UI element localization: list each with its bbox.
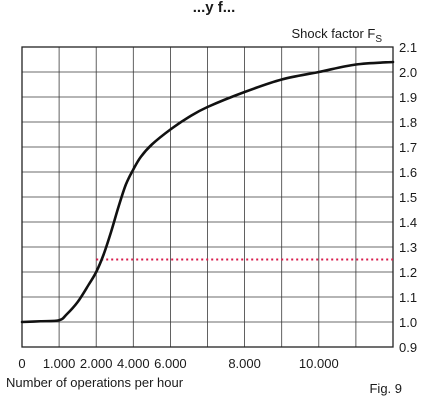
x-tick-label-0: 0 [18,356,25,371]
x-tick-label-6: 10.000 [299,356,339,371]
y-tick-label-12: 2.1 [399,40,417,55]
y-tick-label-7: 1.6 [399,165,417,180]
plot-area-border [21,46,394,348]
y-axis-label-subscript: S [375,34,382,45]
x-axis-tick-labels: 0 1.000 2.000 4.000 6.000 8.000 10.000 [18,356,338,371]
y-axis-label-main: Shock factor F [292,26,376,41]
x-tick-label-3: 4.000 [117,356,150,371]
y-axis-label: Shock factor FS [292,26,383,45]
y-tick-label-8: 1.7 [399,140,417,155]
y-tick-label-11: 2.0 [399,65,417,80]
series-layer [20,60,395,324]
x-tick-label-4: 6.000 [154,356,187,371]
y-tick-label-0: 0.9 [399,340,417,355]
y-tick-label-3: 1.2 [399,265,417,280]
y-tick-label-4: 1.3 [399,240,417,255]
y-tick-label-10: 1.9 [399,90,417,105]
y-tick-label-9: 1.8 [399,115,417,130]
x-axis-label: Number of operations per hour [6,375,184,390]
chart-title-fragment: ...y f... [193,0,236,16]
x-tick-label-2: 2.000 [80,356,113,371]
y-tick-label-6: 1.5 [399,190,417,205]
y-tick-label-5: 1.4 [399,215,417,230]
series-line-0 [20,60,395,324]
y-axis-tick-labels: 0.9 1.0 1.1 1.2 1.3 1.4 1.5 1.6 1.7 1.8 1.9 2.0 2.1 [399,40,417,355]
x-tick-label-5: 8.000 [228,356,261,371]
figure-label: Fig. 9 [369,381,402,396]
x-tick-label-1: 1.000 [43,356,76,371]
y-tick-label-1: 1.0 [399,315,417,330]
y-tick-label-2: 1.1 [399,290,417,305]
